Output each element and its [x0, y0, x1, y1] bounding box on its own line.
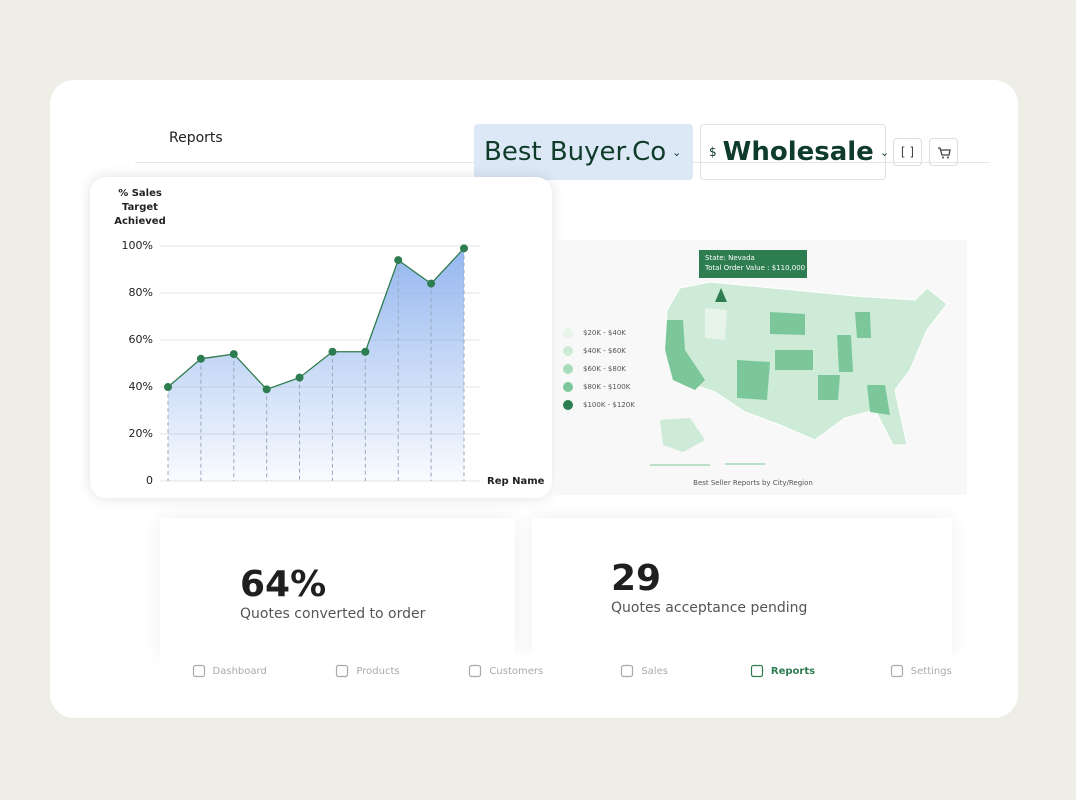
nav-label: Dashboard — [212, 665, 267, 677]
kpi-value: 29 — [611, 558, 662, 599]
map-caption: Best Seller Reports by City/Region — [693, 479, 813, 487]
state — [737, 360, 770, 400]
state — [867, 385, 890, 415]
nav-label: Customers — [489, 665, 544, 677]
nav-icon — [621, 664, 634, 678]
alaska — [660, 418, 705, 452]
legend-label: $20K - $40K — [583, 329, 626, 337]
legend-label: $40K - $60K — [583, 347, 626, 355]
legend-swatch — [563, 328, 573, 338]
state — [715, 288, 727, 302]
nav-icon — [890, 664, 903, 678]
nav-label: Reports — [770, 665, 816, 677]
state — [705, 308, 727, 340]
state — [837, 335, 853, 372]
nav-item[interactable]: Dashboard — [160, 655, 298, 687]
nav-label: Settings — [910, 665, 952, 677]
nav-item[interactable]: Reports — [713, 655, 851, 687]
state — [855, 312, 871, 338]
page-title: Reports — [169, 130, 223, 146]
icon-shape — [192, 664, 205, 678]
nav-icon — [469, 664, 482, 678]
tooltip-value: Total Order Value : $110,000 — [704, 264, 805, 272]
legend-swatch — [563, 364, 573, 374]
cart-icon — [937, 146, 951, 158]
state — [665, 320, 705, 390]
legend-swatch — [563, 346, 573, 356]
nav-icon — [192, 664, 205, 678]
icon-shape — [750, 664, 763, 678]
nav-icon — [750, 664, 763, 678]
kpi-value: 64% — [240, 564, 327, 605]
nav-item[interactable]: Products — [298, 655, 436, 687]
legend-label: $80K - $100K — [583, 383, 631, 391]
cart-button[interactable] — [929, 138, 958, 166]
us-map: State: Nevada Total Order Value : $110,0… — [563, 250, 948, 487]
kpi-card: 29 Quotes acceptance pending — [532, 518, 952, 655]
icon-shape — [469, 664, 482, 678]
tooltip — [699, 250, 807, 278]
nav-item[interactable]: Customers — [437, 655, 575, 687]
legend-swatch — [563, 382, 573, 392]
state — [770, 312, 805, 335]
customer-name: Best Buyer.Co — [484, 137, 667, 167]
kpi-label: Quotes acceptance pending — [611, 600, 808, 616]
state — [818, 375, 840, 400]
customer-select[interactable]: Best Buyer.Co ⌄ — [474, 124, 693, 180]
tooltip-state: State: Nevada — [705, 254, 755, 262]
state — [775, 350, 813, 370]
nav-label: Products — [356, 665, 400, 677]
channel-name: Wholesale — [722, 137, 874, 167]
channel-select[interactable]: $ Wholesale ⌄ — [700, 124, 890, 180]
kpi-label: Quotes converted to order — [240, 606, 426, 622]
legend-label: $100K - $120K — [583, 401, 635, 409]
chevron: ⌄ — [672, 145, 682, 159]
icon-shape — [621, 664, 634, 678]
chevron: ⌄ — [879, 145, 890, 159]
legend-swatch — [563, 400, 573, 410]
nav-icon — [336, 664, 349, 678]
icon-shape — [336, 664, 349, 678]
currency: $ — [709, 145, 717, 159]
icon-shape — [890, 664, 903, 678]
bottom-nav: Dashboard Products Customers Sales Reports Se… — [160, 655, 990, 687]
kpi-card: 64% Quotes converted to order — [160, 518, 515, 655]
chart-title: % Sales Target Achieved — [114, 188, 166, 227]
legend-label: $60K - $80K — [583, 365, 626, 373]
nav-item[interactable]: Sales — [575, 655, 713, 687]
nav-label: Sales — [641, 665, 668, 677]
scan-button[interactable]: [ ] — [893, 138, 922, 166]
nav-item[interactable]: Settings — [852, 655, 990, 687]
